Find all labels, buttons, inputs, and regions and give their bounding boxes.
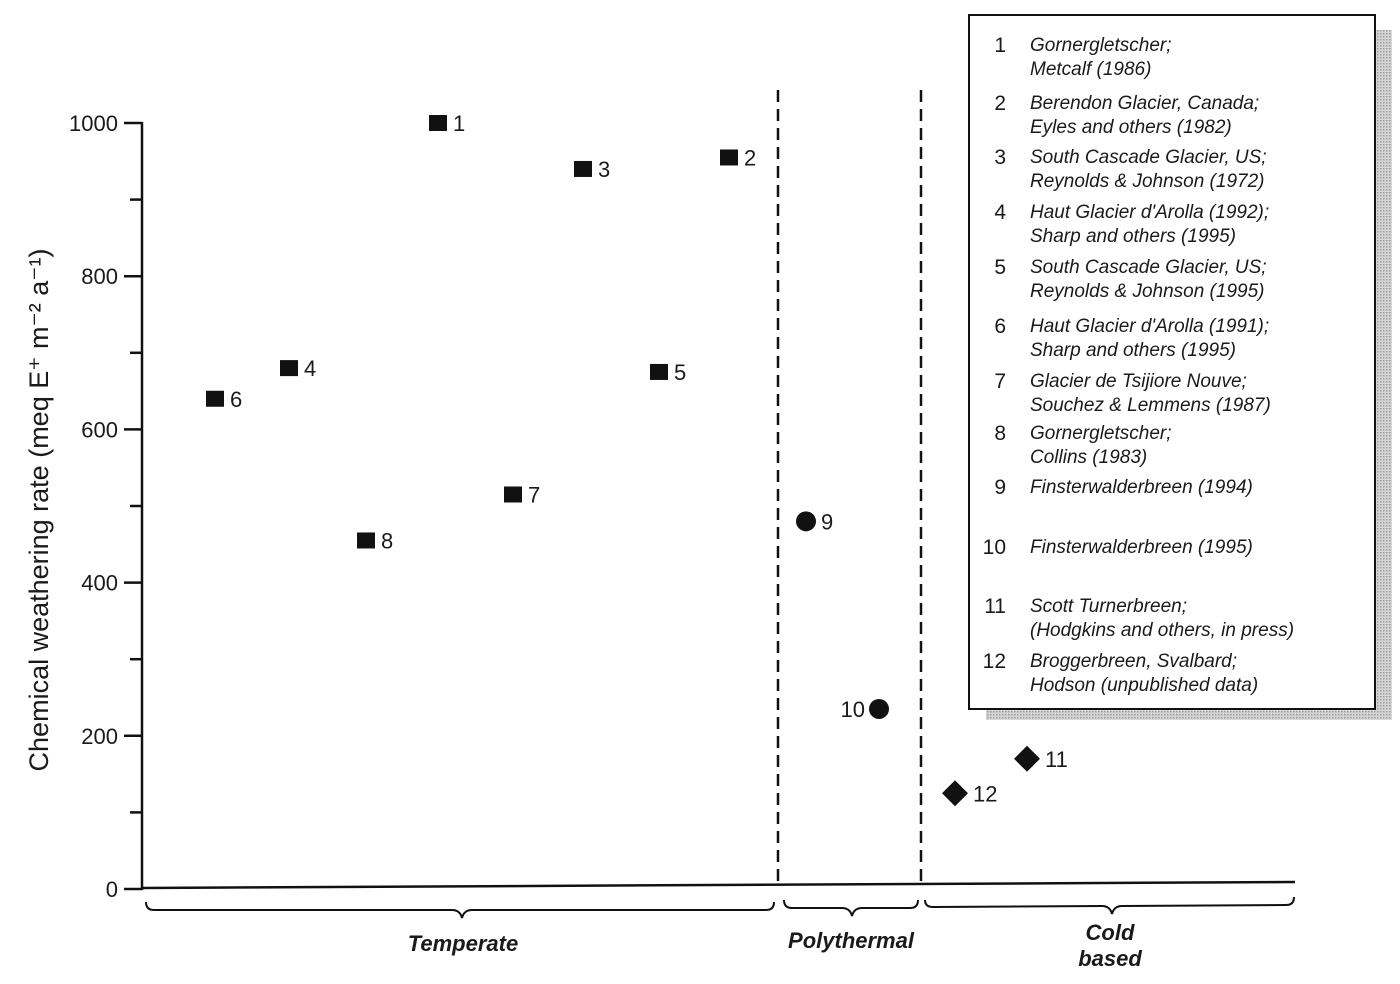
data-point-2 [720, 149, 738, 166]
legend-text-line: Reynolds & Johnson (1972) [1030, 171, 1264, 192]
legend-entry-5: 5 South Cascade Glacier, US; Reynolds & Jo… [994, 256, 1266, 302]
legend-number: 1 [994, 34, 1006, 57]
legend-entry-3: 3 South Cascade Glacier, US; Reynolds & Jo… [994, 146, 1266, 192]
data-point-11 [1014, 745, 1040, 772]
legend-text-line: Glacier de Tsijiore Nouve; [1030, 371, 1247, 392]
legend-number: 7 [994, 370, 1006, 393]
data-point-3 [574, 160, 592, 177]
legend-entry-9: 9 Finsterwalderbreen (1994) [994, 476, 1253, 499]
category-label-cold-based-line: based [1078, 946, 1142, 971]
data-point-10 [869, 698, 889, 719]
legend-number: 2 [994, 92, 1006, 115]
legend-text-line: Haut Glacier d'Arolla (1992); [1030, 202, 1269, 223]
data-point-6 [206, 390, 224, 407]
brace-temperate [145, 901, 775, 919]
brace-polythermal [783, 899, 919, 917]
x-axis-line [141, 880, 1296, 890]
legend-text-line: Collins (1983) [1030, 447, 1147, 468]
y-tick-label: 800 [81, 264, 118, 289]
legend-box [968, 14, 1376, 710]
legend-entry-4: 4 Haut Glacier d'Arolla (1992); Sharp and … [994, 201, 1269, 247]
data-point-1 [429, 115, 447, 131]
y-tick-label: 400 [81, 571, 118, 596]
legend-text-line: Metcalf (1986) [1030, 59, 1151, 80]
point-label-2: 2 [744, 145, 756, 170]
data-point-9 [796, 511, 816, 532]
legend-number: 4 [994, 201, 1006, 224]
legend: 1 Gornergletscher; Metcalf (1986) 2 Berendon… [983, 34, 1294, 696]
legend-text-line: Hodson (unpublished data) [1030, 675, 1258, 696]
legend-entry-12: 12 Broggerbreen, Svalbard; Hodson (unpubli… [983, 650, 1259, 696]
legend-text-line: Souchez & Lemmens (1987) [1030, 395, 1271, 416]
point-label-9: 9 [821, 509, 833, 534]
data-point-12 [942, 780, 968, 807]
point-label-12: 12 [973, 781, 997, 806]
point-label-4: 4 [304, 356, 316, 381]
legend-number: 10 [983, 536, 1006, 559]
point-label-3: 3 [598, 157, 610, 182]
point-label-7: 7 [528, 483, 540, 508]
y-tick-label: 600 [81, 417, 118, 442]
legend-text-line: Gornergletscher; [1030, 423, 1172, 444]
point-label-6: 6 [230, 387, 242, 412]
point-label-8: 8 [381, 528, 393, 553]
legend-number: 6 [994, 315, 1006, 338]
category-label-cold-based-line: Cold [1086, 920, 1135, 945]
data-point-5 [650, 363, 668, 380]
legend-text-line: Scott Turnerbreen; [1030, 596, 1187, 617]
legend-entry-8: 8 Gornergletscher; Collins (1983) [994, 422, 1171, 468]
y-tick-label: 200 [81, 724, 118, 749]
data-point-4 [280, 360, 298, 377]
legend-text-line: Sharp and others (1995) [1030, 340, 1236, 361]
point-label-1: 1 [453, 111, 465, 136]
legend-entry-10: 10 Finsterwalderbreen (1995) [983, 536, 1253, 559]
legend-entry-1: 1 Gornergletscher; Metcalf (1986) [994, 34, 1171, 80]
legend-entry-6: 6 Haut Glacier d'Arolla (1991); Sharp and … [994, 315, 1269, 361]
legend-text-line: Eyles and others (1982) [1030, 117, 1232, 138]
legend-text-line: Berendon Glacier, Canada; [1030, 93, 1259, 114]
legend-number: 5 [994, 256, 1006, 279]
data-point-7 [504, 486, 522, 503]
legend-text-line: (Hodgkins and others, in press) [1030, 620, 1294, 641]
brace-cold-based [924, 896, 1295, 915]
legend-text-line: South Cascade Glacier, US; [1030, 147, 1267, 168]
category-label-polythermal: Polythermal [788, 928, 915, 953]
category-label-cold-based: Cold based [1078, 920, 1142, 971]
y-tick-label: 0 [106, 877, 118, 902]
legend-text-line: Haut Glacier d'Arolla (1991); [1030, 316, 1269, 337]
data-point-8 [357, 532, 375, 549]
y-axis-ticks: 0 200 400 600 800 1000 [69, 111, 142, 902]
legend-number: 11 [984, 595, 1006, 618]
y-axis-title: Chemical weathering rate (meq E⁺ m⁻² a⁻¹… [24, 249, 54, 772]
legend-entry-2: 2 Berendon Glacier, Canada; Eyles and othe… [994, 92, 1259, 138]
legend-number: 9 [994, 476, 1006, 499]
legend-text-line: Sharp and others (1995) [1030, 226, 1236, 247]
legend-text-line: Broggerbreen, Svalbard; [1030, 651, 1237, 672]
legend-text-line: Finsterwalderbreen (1995) [1030, 537, 1253, 558]
legend-entry-11: 11 Scott Turnerbreen; (Hodgkins and others… [984, 595, 1294, 641]
legend-text-line: Gornergletscher; [1030, 35, 1172, 56]
category-label-temperate: Temperate [408, 931, 518, 956]
legend-number: 8 [994, 422, 1006, 445]
y-tick-label: 1000 [69, 111, 118, 136]
legend-entry-7: 7 Glacier de Tsijiore Nouve; Souchez & Lem… [994, 370, 1270, 416]
legend-number: 12 [983, 650, 1006, 673]
point-label-5: 5 [674, 360, 686, 385]
legend-text-line: Reynolds & Johnson (1995) [1030, 281, 1264, 302]
legend-number: 3 [994, 146, 1006, 169]
legend-text-line: South Cascade Glacier, US; [1030, 257, 1267, 278]
legend-text-line: Finsterwalderbreen (1994) [1030, 477, 1253, 498]
point-label-10: 10 [841, 697, 865, 722]
point-label-11: 11 [1045, 747, 1068, 772]
